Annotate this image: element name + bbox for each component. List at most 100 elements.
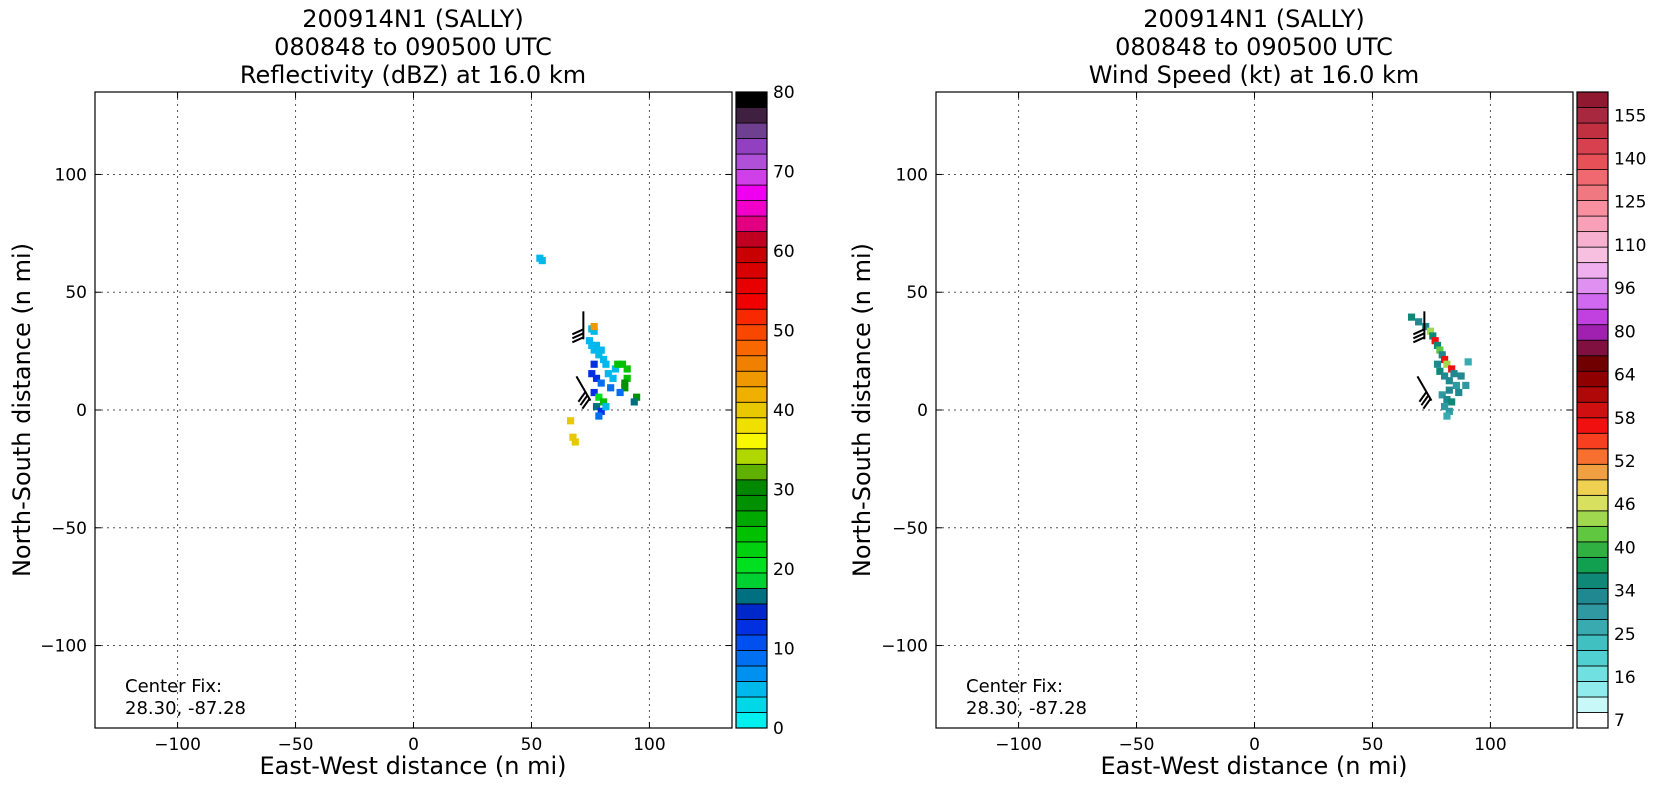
reflectivity-colorbar-segment [735,479,768,496]
wind-x-tick-label: −50 [1119,735,1155,755]
reflectivity-colorbar-segment [735,556,768,574]
reflectivity-colorbar-segment [735,122,768,139]
wind-data-pixel [1445,386,1453,394]
reflectivity-colorbar-tick-label: 0 [773,719,784,739]
reflectivity-x-tick-label: −50 [278,735,314,755]
reflectivity-colorbar-segment [735,432,768,450]
wind-colorbar-segment [1576,169,1609,186]
wind-wind-barb-flag [1412,332,1425,340]
wind-x-tick-label: 50 [1362,735,1384,755]
wind-colorbar-segment [1576,541,1609,558]
wind-data-pixel [1445,407,1453,415]
wind-colorbar-segment [1576,587,1609,605]
reflectivity-colorbar-segment [735,153,768,170]
reflectivity-colorbar-segment [735,107,768,124]
reflectivity-wind-barb-flag [571,332,584,340]
reflectivity-center-fix-label: Center Fix: [125,676,222,697]
wind-colorbar-segment [1576,650,1609,667]
wind-colorbar-segment [1576,293,1609,310]
wind-data-pixel [1452,381,1460,390]
wind-colorbar-tick-label: 40 [1614,538,1636,558]
reflectivity-colorbar-segment [735,277,768,295]
reflectivity-center-fix-value: 28.30, -87.28 [125,698,246,719]
wind-colorbar-segment [1576,525,1609,543]
reflectivity-data-pixel [602,403,610,411]
wind-y-tick-label: −50 [892,519,928,539]
wind-colorbar-tick-label: 155 [1614,106,1646,126]
reflectivity-data-pixel [590,360,598,368]
wind-data-pixel [1407,313,1416,321]
wind-data-pixel [1426,327,1435,335]
wind-x-tick-label: 0 [1249,735,1260,755]
reflectivity-colorbar-tick-label: 50 [773,322,795,342]
wind-data-pixel [1440,403,1449,411]
wind-colorbar-segment [1576,370,1609,388]
reflectivity-colorbar-tick-label: 60 [773,242,795,262]
wind-data-pixel [1438,391,1446,399]
reflectivity-data-pixel [592,403,601,411]
reflectivity-y-axis-label: North-South distance (n mi) [8,243,36,577]
wind-data-pixel [1438,351,1446,359]
reflectivity-wind-barb-flag [577,391,587,403]
wind-colorbar-segment [1576,479,1609,496]
reflectivity-data-pixel [609,374,617,382]
reflectivity-y-tick-label: 50 [65,283,87,303]
wind-data-pixel [1450,370,1458,378]
wind-colorbar-segment [1576,308,1609,326]
wind-colorbar-tick-label: 140 [1614,149,1646,169]
reflectivity-plot-area: −100 −50 0 50 100 −100 −50 0 50 100 [40,91,733,755]
wind-data-pixel [1433,360,1442,368]
wind-colorbar-segment [1576,184,1609,201]
reflectivity-colorbar-segment [735,386,768,403]
reflectivity-data-pixel [597,407,605,415]
wind-colorbar-segment [1576,262,1609,279]
reflectivity-wind-barb [575,375,592,410]
wind-title-line-1: 200914N1 (SALLY) [1143,5,1365,33]
reflectivity-data-pixel [616,388,624,397]
wind-wind-barb-flag [1420,394,1430,406]
wind-center-fix-value: 28.30, -87.28 [966,698,1087,719]
reflectivity-data-pixel [588,370,596,378]
reflectivity-x-axis-label: East-West distance (n mi) [259,752,566,780]
reflectivity-colorbar-tick-label: 70 [773,163,795,183]
wind-colorbar-segment [1576,153,1609,170]
wind-data-pixel [1448,398,1456,406]
reflectivity-colorbar-segment [735,184,768,201]
reflectivity-colorbar-segment [735,587,768,605]
reflectivity-colorbar-segment [735,650,768,667]
reflectivity-data-pixel [590,388,598,397]
reflectivity-colorbar-frame [735,91,768,729]
wind-colorbar-tick-label: 58 [1614,409,1636,429]
wind-colorbar-segment [1576,277,1609,295]
reflectivity-data-pixel [623,365,631,373]
wind-colorbar-segment [1576,122,1609,139]
wind-colorbar-segment [1576,91,1609,108]
reflectivity-colorbar-segment [735,696,768,713]
wind-colorbar-segment [1576,619,1609,636]
wind-wind-barb-flag [1412,328,1425,336]
wind-data-pixel [1436,367,1444,375]
wind-data-pixel [1415,318,1423,326]
reflectivity-colorbar-segment [735,510,768,527]
reflectivity-x-tick-label: −100 [154,735,201,755]
reflectivity-data-pixel [590,322,598,331]
reflectivity-data-pixel [597,346,605,354]
reflectivity-data-pixel [604,370,612,378]
reflectivity-title-line-1: 200914N1 (SALLY) [302,5,524,33]
wind-data-pixel [1445,377,1453,385]
reflectivity-colorbar-segment [735,712,768,729]
wind-colorbar-tick-label: 7 [1614,711,1625,731]
reflectivity-y-tick-label: 0 [76,401,87,421]
wind-colorbar-segment [1576,386,1609,403]
reflectivity-y-tick-label: −50 [51,519,87,539]
reflectivity-title-line-3: Reflectivity (dBZ) at 16.0 km [240,61,586,89]
reflectivity-data-pixel [592,374,601,382]
wind-colorbar-tick-label: 16 [1614,668,1636,688]
reflectivity-colorbar-tick-label: 40 [773,401,795,421]
wind-title-line-3: Wind Speed (kt) at 16.0 km [1089,61,1420,89]
wind-colorbar-frame [1576,91,1609,729]
reflectivity-wind-barb-flag [571,336,584,344]
reflectivity-data-pixel [592,341,601,349]
reflectivity-data-pixel [585,337,594,345]
